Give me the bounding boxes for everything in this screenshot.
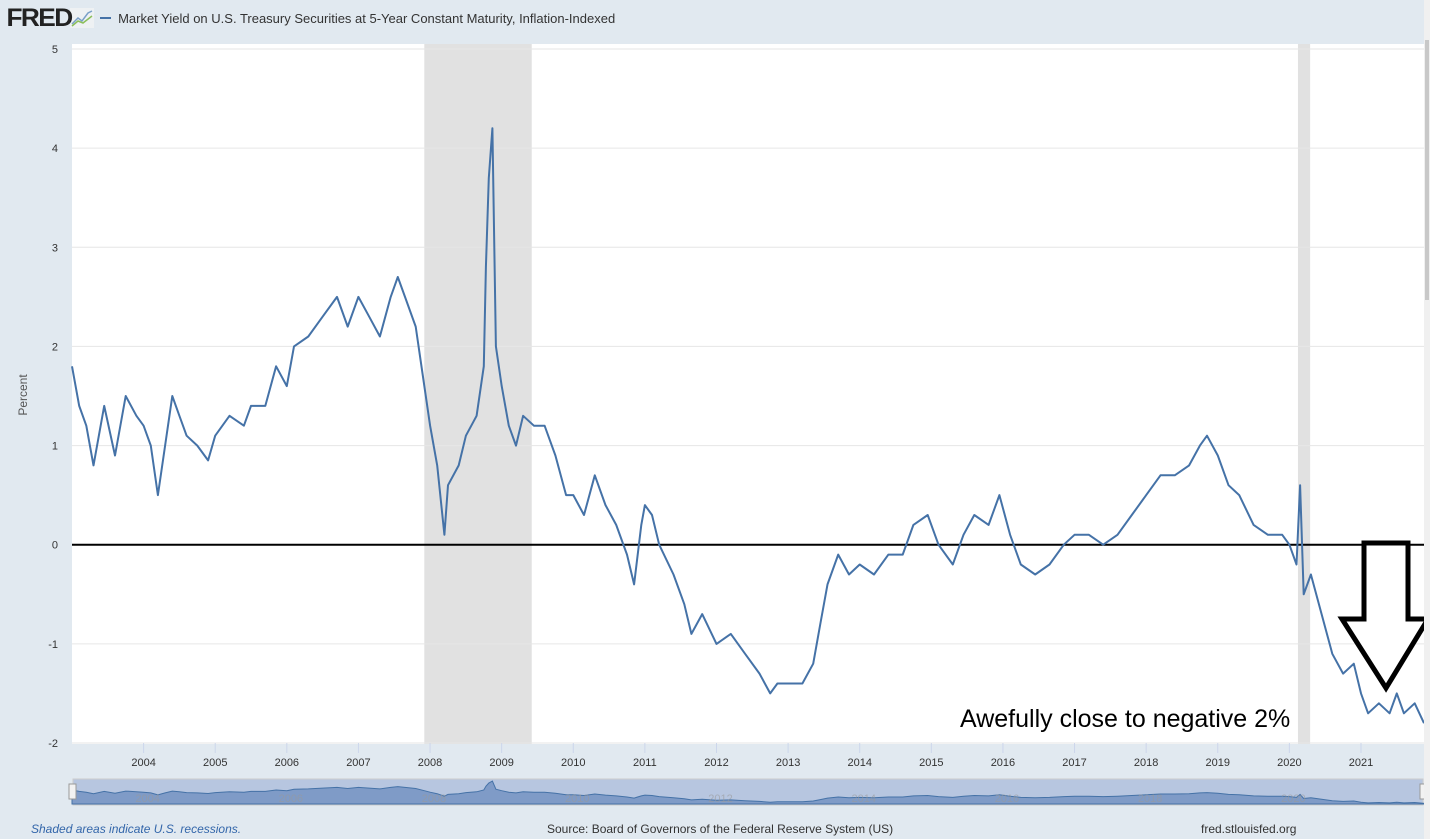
x-tick-label: 2015 [919, 757, 943, 769]
recession-band [1297, 44, 1311, 744]
annotation-text: Awefully close to negative 2% [960, 705, 1290, 733]
y-tick-label: 1 [52, 441, 58, 453]
x-tick-label: 2020 [1277, 757, 1301, 769]
site-link[interactable]: fred.stlouisfed.org [1201, 822, 1297, 836]
chart-header: FRED Market Yield on U.S. Treasury Secur… [6, 3, 615, 32]
y-tick-label: -2 [48, 738, 58, 750]
navigator-tick-label: 2006 [279, 793, 303, 805]
x-tick-label: 2007 [346, 757, 370, 769]
y-tick-label: -1 [48, 639, 58, 651]
y-tick-label: 0 [52, 540, 58, 552]
fred-chart-logo-icon [70, 8, 95, 28]
y-tick-label: 4 [52, 143, 58, 155]
navigator-tick-label: 2018 [1138, 793, 1162, 805]
y-tick-label: 3 [52, 242, 58, 254]
x-tick-label: 2018 [1134, 757, 1158, 769]
y-axis-label: Percent [16, 374, 30, 416]
navigator-tick-label: 2004 [135, 793, 159, 805]
x-tick-label: 2011 [633, 757, 657, 769]
navigator-tick-label: 2016 [995, 793, 1019, 805]
x-tick-label: 2017 [1062, 757, 1086, 769]
legend-swatch [100, 17, 112, 19]
navigator-tick-label: 2010 [565, 793, 589, 805]
series-title: Market Yield on U.S. Treasury Securities… [118, 10, 616, 26]
fred-logo[interactable]: FRED [6, 3, 73, 32]
source-note: Source: Board of Governors of the Federa… [547, 822, 894, 836]
navigator[interactable]: 2004 2006 2008 2010 2012 2014 2016 2018 2020 [68, 778, 1428, 806]
legend-item[interactable]: Market Yield on U.S. Treasury Securities… [100, 11, 615, 26]
navigator-tick-label: 2012 [708, 793, 732, 805]
x-tick-label: 2008 [418, 757, 442, 769]
x-tick-label: 2009 [489, 757, 513, 769]
x-tick-label: 2013 [776, 757, 800, 769]
plot-background [72, 44, 1424, 744]
navigator-left-handle[interactable] [68, 783, 77, 800]
x-tick-label: 2012 [704, 757, 728, 769]
navigator-tick-label: 2008 [422, 793, 446, 805]
scrollbar-thumb[interactable] [1425, 40, 1429, 300]
recession-band [424, 44, 532, 744]
x-tick-label: 2021 [1349, 757, 1373, 769]
down-arrow-icon [1337, 540, 1430, 693]
scrollbar[interactable] [1424, 0, 1430, 839]
x-tick-label: 2016 [991, 757, 1015, 769]
x-tick-label: 2006 [275, 757, 299, 769]
navigator-tick-label: 2014 [851, 793, 875, 805]
recession-note: Shaded areas indicate U.S. recessions. [31, 822, 242, 836]
navigator-series [71, 780, 1425, 805]
x-tick-label: 2014 [847, 757, 871, 769]
series-line [71, 127, 1425, 724]
x-tick-label: 2005 [203, 757, 227, 769]
y-tick-label: 2 [52, 341, 58, 353]
navigator-tick-label: 2020 [1281, 793, 1305, 805]
x-tick-label: 2004 [131, 757, 155, 769]
x-tick-label: 2010 [561, 757, 585, 769]
y-tick-label: 5 [52, 44, 58, 56]
x-tick-label: 2019 [1206, 757, 1230, 769]
